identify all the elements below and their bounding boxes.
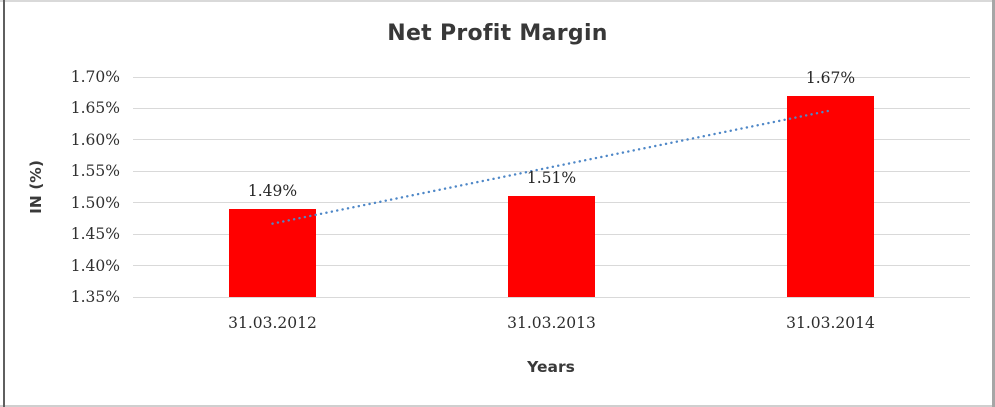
- data-label: 1.49%: [247, 182, 298, 200]
- gridline: [133, 107, 970, 109]
- x-tick-label: 31.03.2013: [507, 314, 596, 332]
- x-axis-title: Years: [527, 358, 575, 376]
- x-tick-label: 31.03.2014: [786, 314, 875, 332]
- bar: [229, 209, 316, 297]
- bar: [787, 95, 874, 297]
- y-tick-label: 1.40%: [70, 256, 120, 275]
- bar: [508, 196, 595, 297]
- data-label: 1.67%: [805, 68, 856, 87]
- border-top: [0, 0, 995, 2]
- x-tick-label: 31.03.2012: [228, 314, 317, 332]
- y-tick-label: 1.50%: [70, 193, 120, 212]
- border-left: [3, 0, 5, 407]
- border-right: [992, 0, 995, 407]
- chart-title: Net Profit Margin: [387, 21, 608, 46]
- y-tick-label: 1.60%: [70, 130, 120, 149]
- gridline: [133, 76, 970, 78]
- data-label: 1.51%: [526, 169, 577, 188]
- y-tick-label: 1.55%: [70, 162, 120, 181]
- y-tick-label: 1.35%: [70, 288, 120, 306]
- y-tick-label: 1.70%: [70, 68, 120, 86]
- y-tick-label: 1.65%: [70, 99, 120, 118]
- y-tick-label: 1.45%: [70, 225, 120, 244]
- gridline: [133, 296, 970, 298]
- border-bottom: [0, 405, 995, 407]
